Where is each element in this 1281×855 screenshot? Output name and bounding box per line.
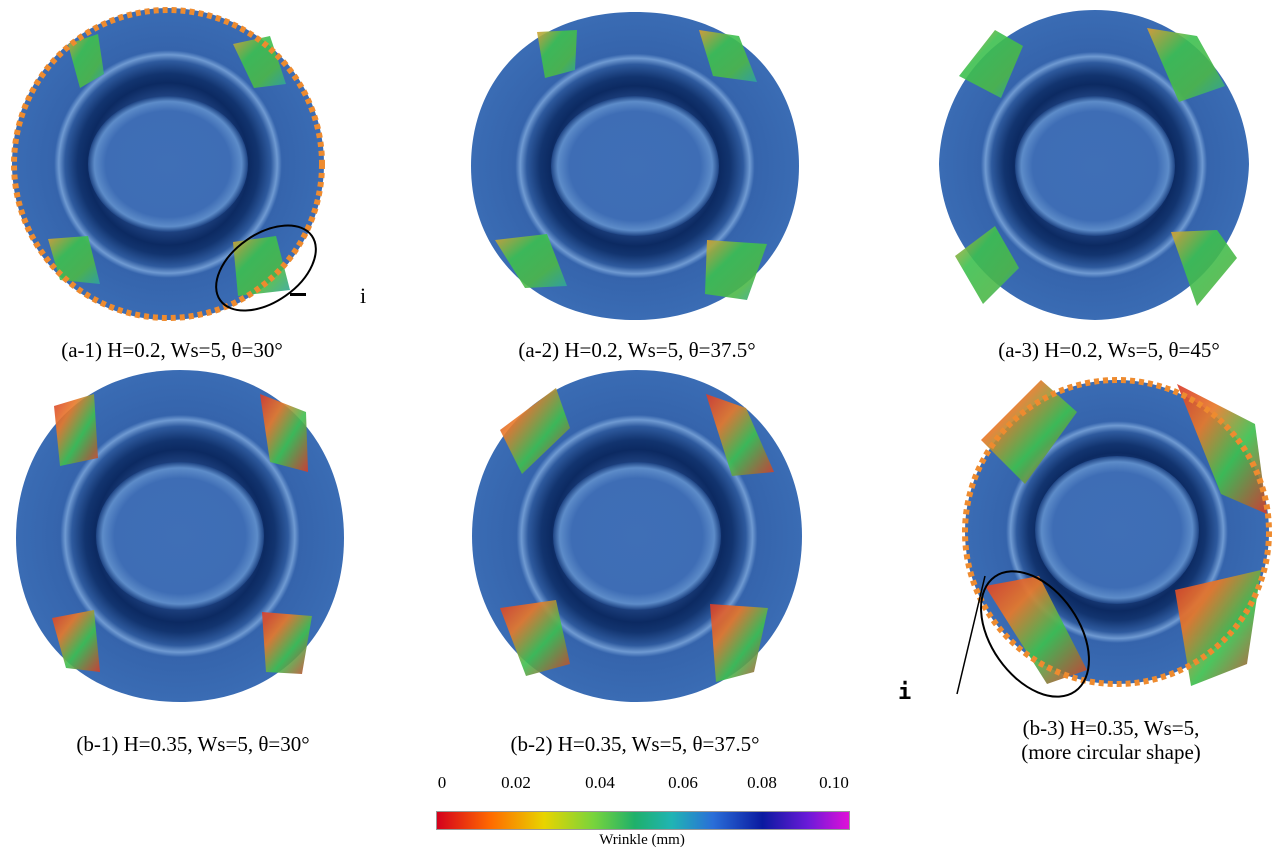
wrinkle-zone [495,30,767,300]
colorbar-tick: 0.02 [501,773,531,792]
colorbar-tick: 0.08 [747,773,777,792]
pointer-line [956,575,986,695]
panel-a2-image [471,12,799,320]
colorbar-ticks: 0 0.02 0.04 0.06 0.08 0.10 [0,773,1281,795]
colorbar-tick: 0 [437,773,447,792]
highlight-ellipse [980,570,1090,698]
dash-mark [290,293,306,296]
wrinkle-zone [981,380,1267,686]
highlight-ellipse [215,224,317,312]
panel-b3-image [956,377,1272,698]
panel-b2-image [472,370,802,702]
colorbar [436,811,850,830]
caption-b2: (b-2) H=0.35, Ws=5, θ=37.5° [510,732,760,756]
marker-b3: i [898,680,912,705]
colorbar-tick: 0.06 [668,773,698,792]
caption-a3: (a-3) H=0.2, Ws=5, θ=45° [998,338,1220,362]
panel-a3-image [939,10,1249,320]
panel-a1-image [11,7,325,321]
marker-a1: i [360,283,367,308]
caption-b3: (b-3) H=0.35, Ws=5, (more circular shape… [956,716,1266,764]
wrinkle-zone [955,28,1237,306]
outline-dots [11,7,325,321]
caption-b1: (b-1) H=0.35, Ws=5, θ=30° [76,732,310,756]
wrinkle-zone [52,394,312,674]
wrinkle-zone [500,388,774,682]
caption-a1: (a-1) H=0.2, Ws=5, θ=30° [61,338,283,362]
caption-a2: (a-2) H=0.2, Ws=5, θ=37.5° [518,338,756,362]
caption-b3-line2: (more circular shape) [1021,740,1201,764]
caption-b3-line1: (b-3) H=0.35, Ws=5, [1022,716,1200,740]
outline-dots [962,377,1272,687]
colorbar-tick: 0.04 [585,773,615,792]
colorbar-tick: 0.10 [819,773,849,792]
panel-b1-image [16,370,344,702]
colorbar-label: Wrinkle (mm) [599,832,685,848]
